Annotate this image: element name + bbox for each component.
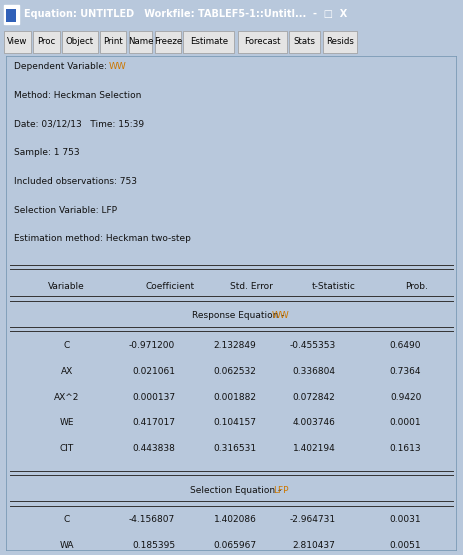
Text: 0.062532: 0.062532 <box>213 367 257 376</box>
Text: Coefficient: Coefficient <box>146 282 195 291</box>
Text: Method: Heckman Selection: Method: Heckman Selection <box>14 90 141 100</box>
FancyBboxPatch shape <box>100 31 126 53</box>
Text: 4.003746: 4.003746 <box>293 418 335 427</box>
Text: Estimate: Estimate <box>190 37 228 46</box>
Text: Proc: Proc <box>38 37 56 46</box>
Text: Stats: Stats <box>294 37 316 46</box>
Text: Selection Equation -: Selection Equation - <box>190 486 284 495</box>
FancyBboxPatch shape <box>155 31 181 53</box>
Text: 0.065967: 0.065967 <box>213 541 257 550</box>
Text: 0.336804: 0.336804 <box>293 367 335 376</box>
Text: 2.132849: 2.132849 <box>213 341 257 350</box>
FancyBboxPatch shape <box>289 31 320 53</box>
Text: WW: WW <box>109 62 126 71</box>
Text: 0.9420: 0.9420 <box>390 392 421 402</box>
Text: C: C <box>63 341 70 350</box>
Text: WE: WE <box>59 418 74 427</box>
Text: 0.417017: 0.417017 <box>132 418 175 427</box>
Text: Selection Variable: LFP: Selection Variable: LFP <box>14 205 117 214</box>
FancyBboxPatch shape <box>33 31 60 53</box>
Text: 0.001882: 0.001882 <box>213 392 257 402</box>
Text: Equation: UNTITLED   Workfile: TABLEF5-1::Untitl...  -  □  X: Equation: UNTITLED Workfile: TABLEF5-1::… <box>24 9 347 19</box>
Text: Freeze: Freeze <box>154 37 182 46</box>
Text: 0.072842: 0.072842 <box>293 392 335 402</box>
Text: Print: Print <box>103 37 123 46</box>
Text: Sample: 1 753: Sample: 1 753 <box>14 148 79 157</box>
FancyBboxPatch shape <box>183 31 234 53</box>
Text: 0.7364: 0.7364 <box>390 367 421 376</box>
Text: Std. Error: Std. Error <box>231 282 273 291</box>
Text: -0.971200: -0.971200 <box>129 341 175 350</box>
FancyBboxPatch shape <box>238 31 287 53</box>
Text: WA: WA <box>59 541 74 550</box>
Text: Response Equation -: Response Equation - <box>192 311 287 320</box>
Text: LFP: LFP <box>273 486 289 495</box>
Text: Prob.: Prob. <box>405 282 428 291</box>
FancyBboxPatch shape <box>4 31 31 53</box>
Text: Resids: Resids <box>326 37 354 46</box>
Bar <box>4 5 19 24</box>
Text: 0.443838: 0.443838 <box>132 444 175 453</box>
Text: Variable: Variable <box>48 282 85 291</box>
Text: CIT: CIT <box>59 444 74 453</box>
Text: Date: 03/12/13   Time: 15:39: Date: 03/12/13 Time: 15:39 <box>14 119 144 128</box>
Bar <box>6 9 16 22</box>
Text: WW: WW <box>271 311 289 320</box>
FancyBboxPatch shape <box>323 31 357 53</box>
Text: 0.185395: 0.185395 <box>132 541 175 550</box>
FancyBboxPatch shape <box>129 31 152 53</box>
FancyBboxPatch shape <box>62 31 98 53</box>
Text: View: View <box>7 37 27 46</box>
Text: 0.6490: 0.6490 <box>390 341 421 350</box>
Text: -4.156807: -4.156807 <box>129 516 175 524</box>
Text: Object: Object <box>66 37 94 46</box>
Text: -2.964731: -2.964731 <box>289 516 335 524</box>
Text: 2.810437: 2.810437 <box>293 541 335 550</box>
Text: Forecast: Forecast <box>244 37 281 46</box>
Text: 0.1613: 0.1613 <box>390 444 421 453</box>
Text: Estimation method: Heckman two-step: Estimation method: Heckman two-step <box>14 234 191 243</box>
Text: Included observations: 753: Included observations: 753 <box>14 177 137 186</box>
Text: C: C <box>63 516 70 524</box>
Text: 1.402194: 1.402194 <box>293 444 335 453</box>
Text: t-Statistic: t-Statistic <box>311 282 355 291</box>
Text: -0.455353: -0.455353 <box>289 341 335 350</box>
Text: Dependent Variable:: Dependent Variable: <box>14 62 109 71</box>
Text: 0.0051: 0.0051 <box>390 541 421 550</box>
Text: AX^2: AX^2 <box>54 392 79 402</box>
Text: 0.021061: 0.021061 <box>132 367 175 376</box>
Text: 0.0001: 0.0001 <box>390 418 421 427</box>
Text: AX: AX <box>61 367 73 376</box>
Text: 1.402086: 1.402086 <box>213 516 257 524</box>
Text: 0.0031: 0.0031 <box>390 516 421 524</box>
Text: 0.104157: 0.104157 <box>213 418 257 427</box>
Text: 0.000137: 0.000137 <box>132 392 175 402</box>
Text: Name: Name <box>128 37 153 46</box>
Text: 0.316531: 0.316531 <box>213 444 257 453</box>
